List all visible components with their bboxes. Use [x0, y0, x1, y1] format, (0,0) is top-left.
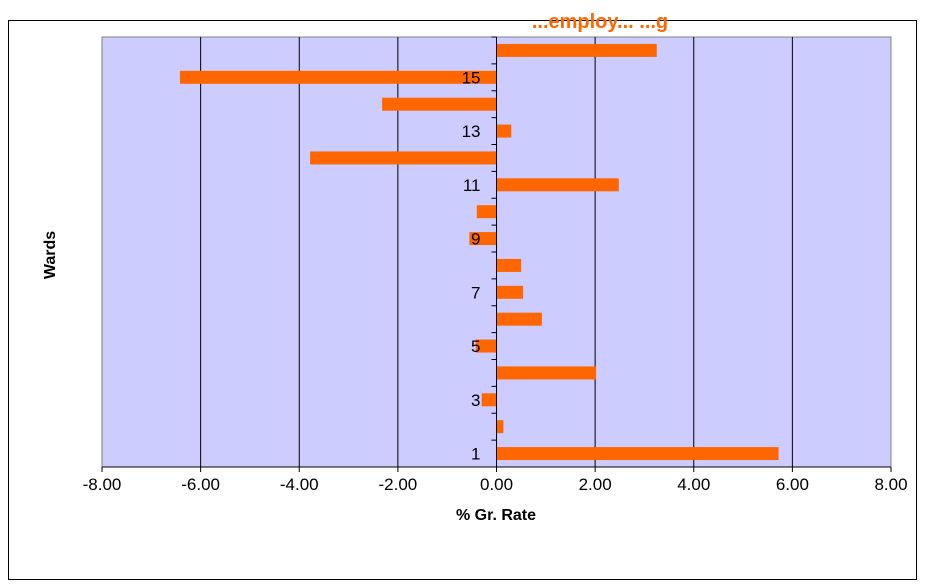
- bar-ward-2: [496, 420, 504, 434]
- y-tick-label: 13: [462, 122, 481, 141]
- bar-ward-7: [496, 285, 524, 299]
- x-tick-label: 4.00: [677, 475, 710, 494]
- y-tick-label: 3: [471, 391, 480, 410]
- y-tick-label: 7: [471, 283, 480, 302]
- x-tick-labels: -8.00 -6.00 -4.00 -2.00 0.00 2.00 4.00 6.00 8.00: [83, 475, 908, 494]
- bar-ward-1: [496, 447, 779, 461]
- bar-ward-11: [496, 178, 619, 192]
- x-tick-label: 2.00: [579, 475, 612, 494]
- bars: [179, 43, 779, 461]
- y-tick-label: 5: [471, 337, 480, 356]
- y-axis-title: Wards: [42, 231, 59, 279]
- y-tick-label: 15: [462, 68, 481, 87]
- x-tick-label: -2.00: [379, 475, 418, 494]
- x-axis-title: % Gr. Rate: [456, 507, 536, 524]
- y-tick-label: 9: [471, 230, 480, 249]
- x-tick-label: -8.00: [83, 475, 122, 494]
- bar-ward-8: [496, 258, 522, 272]
- x-axis: [101, 466, 892, 472]
- bar-ward-3: [481, 393, 497, 407]
- x-tick-label: 6.00: [776, 475, 809, 494]
- bar-ward-14: [382, 97, 497, 111]
- x-tick-label: -6.00: [181, 475, 220, 494]
- x-tick-label: 8.00: [874, 475, 907, 494]
- y-tick-label: 1: [471, 445, 480, 464]
- x-tick-label: -4.00: [280, 475, 319, 494]
- bar-ward-13: [496, 124, 512, 138]
- bar-ward-5: [475, 339, 497, 353]
- gridlines: [200, 37, 793, 467]
- bar-ward-10: [476, 205, 497, 219]
- bar-ward-6: [496, 312, 542, 326]
- bar-ward-16: [496, 43, 657, 57]
- chart-title: ...employ... ...g: [532, 11, 668, 33]
- bar-ward-9: [469, 232, 497, 246]
- bar-ward-12: [310, 151, 497, 165]
- bar-ward-15: [179, 70, 497, 84]
- x-tick-label: 0.00: [480, 475, 513, 494]
- y-tick-label: 11: [463, 176, 481, 195]
- bar-ward-4: [496, 366, 597, 380]
